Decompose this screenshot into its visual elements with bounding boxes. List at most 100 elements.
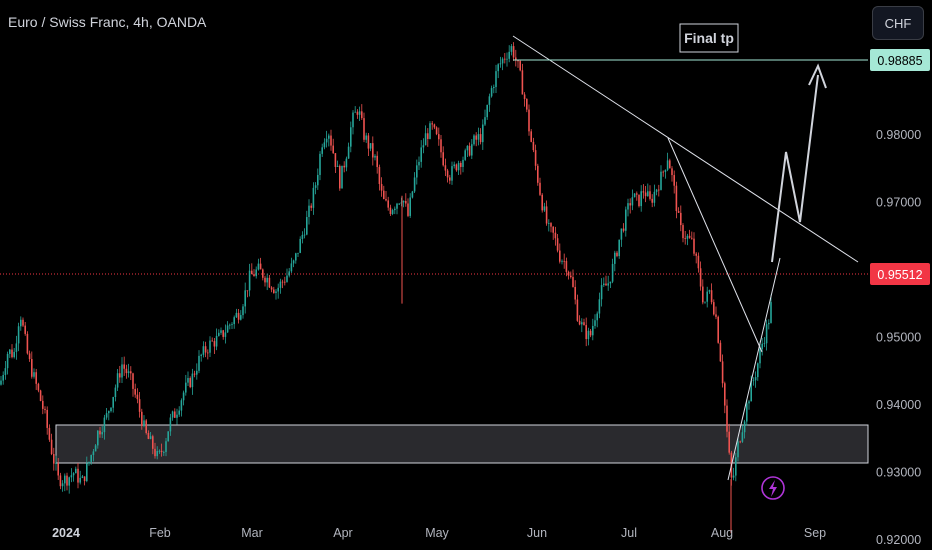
candle-body bbox=[4, 368, 7, 375]
candle-body bbox=[57, 463, 59, 476]
candle-body bbox=[204, 346, 207, 353]
x-tick-label: Feb bbox=[149, 526, 171, 540]
candle-body bbox=[33, 372, 35, 377]
candle-body bbox=[42, 400, 44, 409]
candle-body bbox=[728, 431, 730, 453]
candle-body bbox=[616, 252, 618, 257]
candle-body bbox=[691, 237, 693, 239]
candle-body bbox=[15, 343, 18, 352]
candle-body bbox=[504, 58, 506, 60]
candle-body bbox=[141, 411, 143, 426]
candle-body bbox=[235, 312, 238, 318]
support-zone bbox=[55, 424, 869, 464]
candle-body bbox=[647, 191, 649, 197]
candle-body bbox=[633, 193, 636, 198]
candle-body bbox=[422, 145, 425, 148]
chart-title: Euro / Swiss Franc, 4h, OANDA bbox=[8, 14, 207, 30]
candle-body bbox=[77, 468, 79, 483]
candle-body bbox=[605, 283, 607, 286]
candle-body bbox=[70, 475, 73, 478]
annotation-final-tp: Final tp bbox=[684, 30, 734, 46]
candle-body bbox=[411, 191, 414, 198]
candle-body bbox=[244, 290, 246, 307]
currency-button[interactable]: CHF bbox=[872, 6, 924, 40]
candle-body bbox=[561, 260, 563, 262]
candle-body bbox=[372, 143, 374, 158]
y-tick-label: 0.93000 bbox=[876, 465, 921, 479]
candle-body bbox=[152, 436, 154, 449]
candle-body bbox=[0, 380, 2, 385]
lightning-icon[interactable] bbox=[761, 476, 785, 500]
candle-body bbox=[215, 335, 218, 347]
projection-path bbox=[771, 74, 819, 263]
candle-body bbox=[658, 189, 660, 191]
candle-body bbox=[743, 421, 746, 433]
candle-body bbox=[471, 144, 473, 156]
candle-body bbox=[607, 283, 609, 286]
candle-body bbox=[517, 60, 519, 62]
candle-body bbox=[270, 287, 273, 290]
candle-body bbox=[724, 383, 726, 406]
candle-body bbox=[224, 332, 227, 337]
candle-body bbox=[424, 133, 427, 146]
candle-body bbox=[609, 281, 612, 284]
candle-body bbox=[310, 205, 312, 208]
candle-body bbox=[565, 260, 568, 272]
candle-body bbox=[660, 171, 662, 190]
candle-body bbox=[501, 58, 504, 64]
candle-body bbox=[563, 260, 565, 262]
candle-body bbox=[105, 413, 108, 418]
candle-body bbox=[420, 147, 422, 162]
candle-body bbox=[596, 313, 598, 321]
candle-body bbox=[477, 134, 480, 140]
x-tick-label: Aug bbox=[711, 526, 733, 540]
candle-body bbox=[684, 238, 686, 239]
candle-body bbox=[330, 135, 332, 146]
candle-body bbox=[686, 235, 689, 239]
candle-body bbox=[719, 342, 722, 362]
candle-body bbox=[570, 275, 572, 278]
candle-body bbox=[112, 397, 114, 408]
candle-body bbox=[37, 383, 40, 391]
candle-body bbox=[9, 349, 11, 354]
candle-body bbox=[209, 340, 211, 353]
candle-body bbox=[583, 322, 585, 326]
candle-body bbox=[559, 250, 561, 262]
candle-body bbox=[288, 271, 290, 276]
candle-body bbox=[39, 390, 42, 401]
candle-body bbox=[6, 353, 9, 369]
y-tick-label: 0.98000 bbox=[876, 128, 921, 142]
candle-body bbox=[528, 109, 530, 132]
candle-body bbox=[468, 145, 471, 156]
candle-body bbox=[578, 320, 581, 325]
candle-body bbox=[592, 325, 594, 336]
y-tick-label: 0.94000 bbox=[876, 398, 921, 412]
candle-body bbox=[537, 165, 539, 183]
candle-body bbox=[697, 255, 700, 269]
candle-body bbox=[431, 123, 433, 125]
candle-body bbox=[125, 368, 128, 374]
candle-body bbox=[726, 405, 728, 432]
candle-body bbox=[589, 330, 592, 336]
candle-body bbox=[539, 182, 541, 195]
candle-body bbox=[101, 432, 103, 435]
candle-body bbox=[297, 252, 299, 254]
candle-body bbox=[768, 322, 770, 325]
candle-body bbox=[28, 353, 31, 360]
candle-body bbox=[708, 290, 711, 292]
candle-body bbox=[99, 430, 101, 435]
x-tick-label: Jul bbox=[621, 526, 637, 540]
candle-body bbox=[92, 451, 95, 456]
candle-body bbox=[402, 200, 405, 203]
candle-body bbox=[688, 235, 691, 238]
y-axis: 0.920000.930000.940000.950000.960000.970… bbox=[876, 128, 921, 547]
candle-body bbox=[284, 281, 286, 283]
candle-body bbox=[396, 203, 398, 209]
candle-body bbox=[495, 71, 497, 87]
candle-body bbox=[44, 408, 46, 410]
candle-body bbox=[306, 217, 308, 235]
candle-body bbox=[242, 306, 244, 316]
candle-body bbox=[530, 131, 532, 142]
